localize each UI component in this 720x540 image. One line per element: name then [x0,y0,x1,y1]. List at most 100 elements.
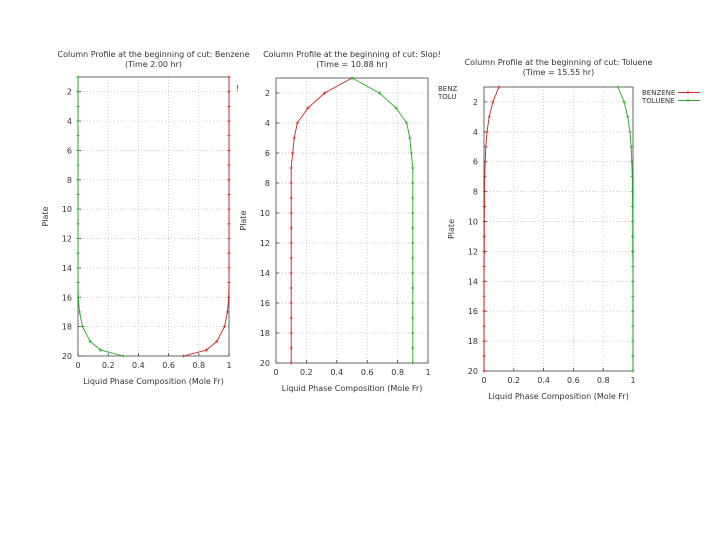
data-point [482,264,486,268]
y-tick-label: 16 [260,299,270,308]
data-point [497,85,501,89]
y-tick-label: 4 [67,117,72,126]
data-point [204,348,208,352]
data-point [482,249,486,254]
series-line-benzene [183,77,230,357]
data-point [225,310,230,314]
data-point [76,222,80,226]
series-line-toluene [77,77,124,357]
y-tick-label: 12 [62,235,72,244]
y-tick-label: 16 [62,293,72,302]
data-point [487,115,491,119]
x-tick-label: 0.4 [330,368,343,377]
chart-2: Column Profile at the beginning of cut: … [239,50,457,393]
data-point [631,279,635,283]
data-point [76,104,80,108]
data-point [289,181,293,185]
data-point [289,331,293,335]
data-point [76,134,80,138]
data-point [491,100,495,104]
data-point [289,256,293,260]
data-point [482,190,487,194]
data-point [215,339,219,343]
y-tick-label: 10 [468,218,478,227]
data-point [630,175,634,179]
data-point [289,286,293,290]
y-tick-label: 2 [473,98,478,107]
chart-subtitle: (Time = 15.55 hr) [523,68,594,77]
data-point [631,234,635,239]
y-tick-label: 8 [67,176,72,185]
x-tick-label: 1 [425,368,430,377]
data-point [485,130,489,134]
y-tick-label: 20 [468,367,478,376]
data-point [631,369,635,373]
x-tick-label: 1 [630,376,635,385]
data-point [227,163,231,167]
y-tick-label: 18 [468,337,478,346]
data-point [227,222,231,226]
y-tick-label: 2 [67,88,72,97]
data-point [227,75,231,79]
y-tick-label: 14 [468,277,478,286]
data-point [631,339,635,343]
y-tick-label: 18 [260,329,270,338]
data-point [631,249,635,254]
data-point [629,145,633,149]
series-line-toluene [617,86,634,371]
chart-title: Column Profile at the beginning of cut: … [465,58,653,67]
data-point [411,181,415,185]
y-tick-label: 8 [265,179,270,188]
data-point [631,354,635,358]
data-point [405,121,409,125]
data-point [411,286,415,290]
data-point [306,106,310,110]
data-point [482,354,486,358]
x-tick-label: 0 [75,361,80,370]
data-point [411,241,415,245]
x-tick-label: 0.8 [391,368,404,377]
y-axis-label: Plate [447,219,456,239]
data-point [482,339,486,343]
data-point [628,130,632,134]
data-point [482,234,486,239]
data-point [411,211,415,215]
data-point [289,301,293,305]
y-tick-label: 16 [468,307,478,316]
data-point [227,251,231,255]
y-tick-label: 10 [260,209,270,218]
data-point [350,76,354,80]
data-point [227,280,231,285]
data-point [76,119,80,123]
data-point [484,145,488,149]
data-point [80,325,85,329]
data-point [411,361,415,365]
y-tick-label: 20 [260,359,270,368]
data-point [182,354,186,358]
data-point [76,163,80,167]
data-point [411,301,415,305]
series-line-toluene [351,77,414,363]
data-point [76,266,80,270]
data-point [394,106,398,110]
y-tick-label: 20 [62,352,72,361]
data-point [631,309,635,313]
y-tick-label: 12 [468,247,478,256]
data-point [289,226,293,230]
y-tick-label: 6 [67,146,72,155]
data-point [408,136,412,140]
data-point [227,192,231,197]
data-point [631,264,635,268]
x-tick-label: 0.6 [567,376,580,385]
y-axis-label: Plate [239,210,248,230]
data-point [289,316,293,320]
data-point [227,90,231,94]
data-point [482,369,486,373]
data-point [631,219,635,224]
x-tick-label: 0.2 [300,368,313,377]
data-point [483,160,487,164]
data-point [227,134,231,138]
data-point [377,91,381,95]
data-point [411,256,415,260]
series-line-benzene [483,86,500,371]
